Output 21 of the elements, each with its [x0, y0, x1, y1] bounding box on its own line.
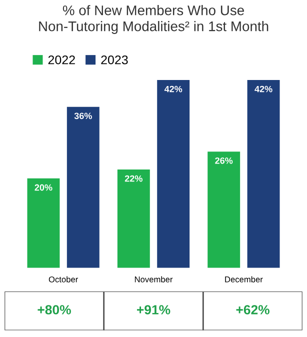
bar [27, 178, 60, 268]
x-tick-label: December [225, 276, 263, 282]
bar [117, 169, 150, 268]
data-label: 26% [215, 157, 233, 164]
bar [247, 80, 280, 268]
text: +80% [38, 305, 71, 314]
bar [208, 152, 240, 268]
legend-label: 2022 [48, 55, 75, 64]
bar [66, 106, 100, 268]
x-tick-label: October [48, 276, 78, 282]
legend-label: 2023 [101, 55, 128, 64]
text: +62% [236, 305, 270, 314]
data-label: 42% [254, 86, 272, 92]
text: +91% [137, 305, 170, 314]
x-tick-label: November [134, 276, 173, 282]
data-label: 22% [124, 175, 142, 182]
bar [157, 80, 190, 268]
chart-title: % of New Members Who Use Non-Tutoring Modalities² in 1st Month [39, 5, 268, 34]
data-label: 36% [74, 112, 92, 120]
data-label: 42% [164, 86, 182, 92]
data-label: 20% [34, 184, 52, 191]
